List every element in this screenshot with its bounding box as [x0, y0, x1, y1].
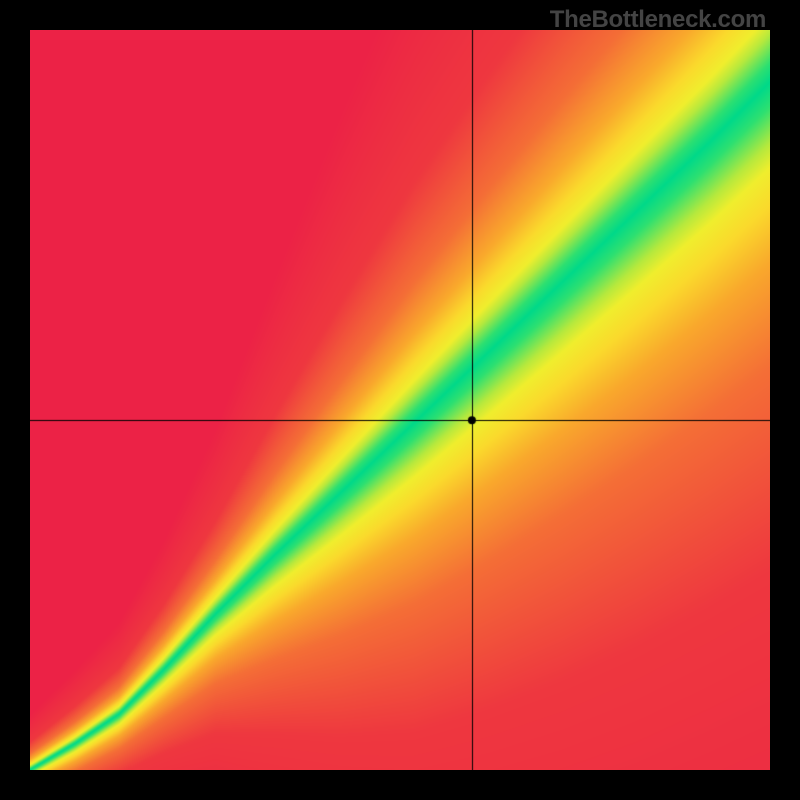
chart-frame: TheBottleneck.com — [0, 0, 800, 800]
bottleneck-heatmap — [30, 30, 770, 770]
